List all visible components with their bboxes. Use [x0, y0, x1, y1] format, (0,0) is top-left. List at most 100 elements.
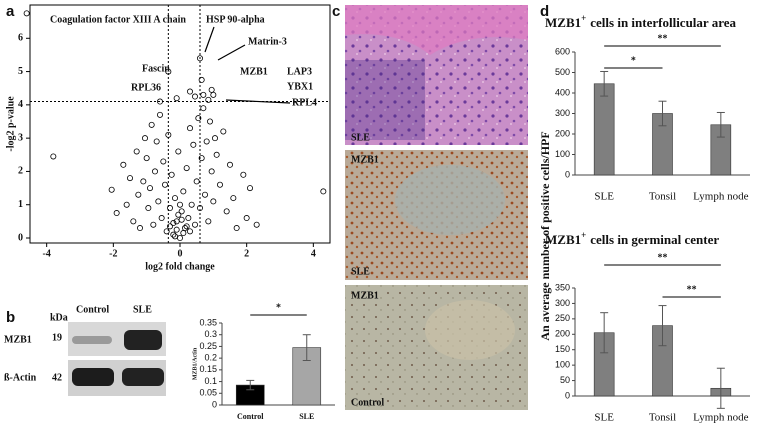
data-point — [183, 223, 190, 230]
data-point — [320, 188, 327, 195]
x-tick-label: Lymph node — [693, 191, 748, 203]
significance-label: ** — [658, 252, 668, 263]
y-tick-label: 5 — [18, 66, 23, 77]
x-tick-label: Tonsil — [649, 412, 676, 424]
data-point — [211, 135, 218, 142]
x-tick-label: Tonsil — [649, 191, 676, 203]
annotation-arrow — [225, 99, 291, 104]
tissue-region — [425, 300, 515, 360]
data-point — [133, 148, 140, 155]
y-tick-label: 0 — [212, 399, 217, 409]
data-point — [156, 111, 163, 118]
annotation: YBX1 — [287, 81, 313, 92]
data-point — [171, 233, 178, 240]
y-axis-label: MZB1/Actin — [192, 347, 198, 380]
data-point — [155, 198, 162, 205]
data-point — [143, 155, 150, 162]
tissue-region — [345, 60, 425, 140]
y-tick-label: 100 — [555, 149, 570, 159]
y-axis-label: -log2 p-value — [5, 96, 16, 152]
annotation: MZB1 — [240, 66, 268, 77]
data-point — [153, 138, 160, 145]
x-tick-label: SLE — [594, 191, 614, 203]
data-point — [180, 188, 187, 195]
micrograph-panel: SLE MZB1 SLE MZB1 Control — [345, 5, 528, 410]
data-point — [205, 96, 212, 103]
panel-letter: d — [540, 3, 549, 20]
micrograph-label: Control — [351, 397, 384, 408]
data-point — [166, 205, 173, 212]
data-point — [243, 215, 250, 222]
annotation: HSP 90-alpha — [206, 14, 265, 25]
data-point — [108, 186, 115, 193]
lane-label: SLE — [133, 304, 152, 315]
data-point — [230, 195, 237, 202]
title-text: MZB1 — [545, 15, 581, 30]
annotation: Coagulation factor XIII A chain — [50, 14, 186, 25]
data-point — [176, 235, 183, 242]
data-point — [193, 178, 200, 185]
data-point — [210, 198, 217, 205]
data-point — [165, 68, 172, 75]
annotation: Matrin-3 — [248, 36, 287, 47]
x-tick-label: SLE — [594, 412, 614, 424]
data-point — [203, 138, 210, 145]
data-point — [240, 171, 247, 178]
data-point — [186, 125, 193, 132]
annotation: LAP3 — [287, 66, 312, 77]
chart-title: MZB1+ cells in interfollicular area — [545, 13, 737, 30]
x-tick-label: 2 — [244, 248, 249, 259]
data-point — [213, 151, 220, 158]
data-point — [151, 168, 158, 175]
data-point — [170, 231, 177, 238]
y-tick-label: 2 — [18, 166, 23, 177]
significance-label: * — [631, 55, 636, 66]
data-point — [145, 205, 152, 212]
data-point — [156, 98, 163, 105]
data-point — [175, 148, 182, 155]
data-point — [166, 223, 173, 230]
tissue-region — [395, 165, 505, 235]
data-point — [220, 128, 227, 135]
y-axis-label: An average number of positive cells/HPF — [538, 131, 552, 340]
y-tick-label: 0.15 — [199, 364, 217, 374]
data-point — [141, 135, 148, 142]
y-tick-label: 0.2 — [204, 353, 217, 363]
data-point — [50, 153, 57, 160]
micrograph-label: MZB1 — [351, 154, 379, 165]
data-point — [136, 225, 143, 232]
data-point — [186, 228, 193, 235]
data-point — [150, 221, 157, 228]
y-tick-label: 300 — [555, 298, 570, 308]
data-point — [176, 201, 183, 208]
y-tick-label: 6 — [18, 33, 23, 44]
blot-band — [72, 336, 112, 344]
data-point — [170, 220, 177, 227]
data-point — [173, 95, 180, 102]
data-point — [183, 165, 190, 172]
y-tick-label: 0.35 — [199, 317, 217, 327]
data-point — [196, 55, 203, 62]
data-point — [233, 225, 240, 232]
lane-label: Control — [76, 304, 109, 315]
data-point — [185, 215, 192, 222]
y-tick-label: 0.1 — [204, 376, 217, 386]
data-point — [210, 91, 217, 98]
data-point — [120, 161, 127, 168]
annotation: RPL4 — [292, 97, 317, 108]
panel-letter: a — [6, 3, 15, 20]
data-point — [195, 115, 202, 122]
significance-label: ** — [687, 284, 697, 295]
data-point — [23, 10, 30, 17]
annotation: RPL36 — [131, 82, 161, 93]
y-tick-label: 250 — [555, 313, 570, 323]
x-tick-label: SLE — [299, 412, 314, 421]
data-point — [190, 141, 197, 148]
data-point — [180, 230, 187, 237]
blot-band — [122, 368, 164, 386]
y-tick-label: 300 — [555, 108, 570, 118]
data-point — [246, 185, 253, 192]
y-tick-label: 500 — [555, 67, 570, 77]
x-tick-label: Lymph node — [693, 412, 748, 424]
